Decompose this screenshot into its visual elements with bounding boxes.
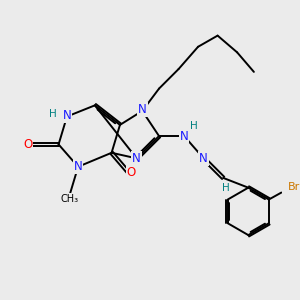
Text: N: N bbox=[138, 103, 147, 116]
Text: N: N bbox=[63, 109, 71, 122]
Text: CH₃: CH₃ bbox=[61, 194, 79, 204]
Text: N: N bbox=[180, 130, 188, 142]
Text: N: N bbox=[132, 152, 141, 165]
Text: H: H bbox=[49, 109, 56, 119]
Text: Br: Br bbox=[288, 182, 300, 192]
Text: O: O bbox=[127, 166, 136, 179]
Text: N: N bbox=[74, 160, 82, 173]
Text: H: H bbox=[190, 121, 198, 131]
Text: H: H bbox=[222, 183, 230, 193]
Text: N: N bbox=[199, 152, 208, 165]
Text: O: O bbox=[23, 138, 32, 151]
